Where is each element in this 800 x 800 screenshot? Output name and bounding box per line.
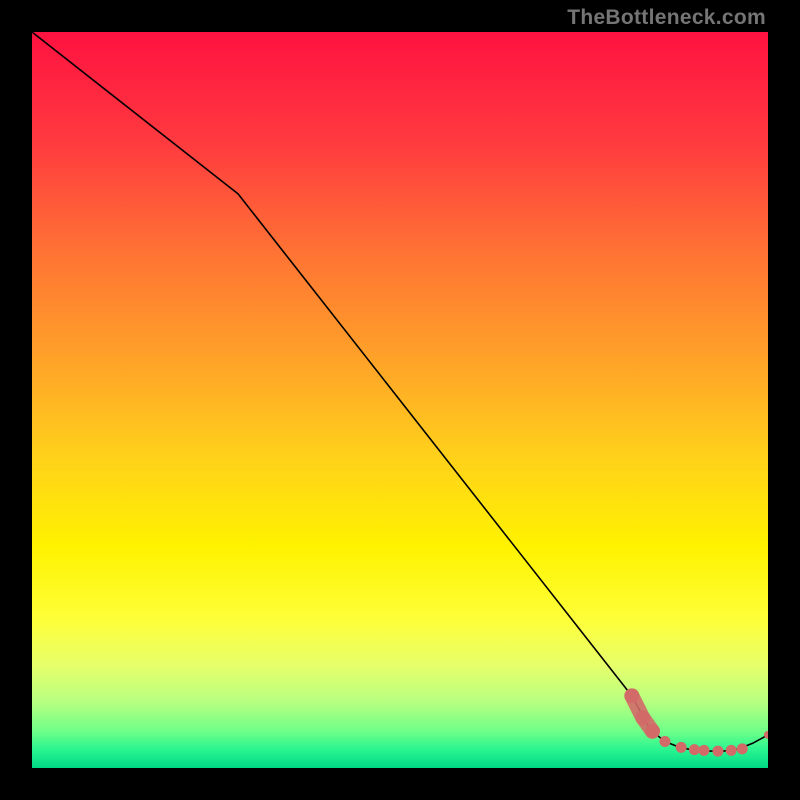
plot-area <box>32 32 768 768</box>
marker-dot <box>637 712 648 723</box>
watermark-text: TheBottleneck.com <box>567 6 766 30</box>
plot-svg <box>32 32 768 768</box>
marker-dot <box>698 745 709 756</box>
marker-dot <box>626 690 637 701</box>
marker-dot <box>689 744 700 755</box>
marker-dot <box>712 746 723 757</box>
marker-dot <box>726 745 737 756</box>
marker-dot <box>647 726 658 737</box>
chart-frame: TheBottleneck.com <box>0 0 800 800</box>
marker-dot <box>676 742 687 753</box>
marker-dot <box>659 736 670 747</box>
marker-dot <box>737 743 748 754</box>
